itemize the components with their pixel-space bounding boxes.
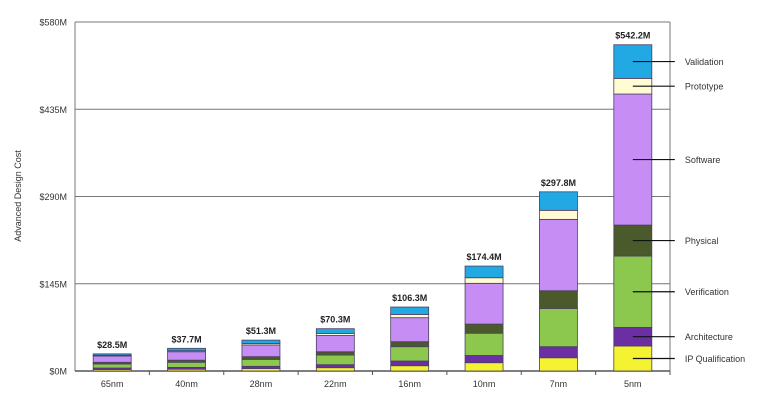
bar-segment-physical bbox=[464, 323, 504, 334]
bar-segment-software bbox=[315, 335, 355, 353]
legend-label: Validation bbox=[685, 57, 724, 67]
legend-label: Prototype bbox=[685, 82, 724, 92]
bar-segment-validation bbox=[315, 328, 355, 334]
bar-segment-ip-qualification bbox=[315, 367, 355, 372]
x-tick-label: 40nm bbox=[175, 379, 198, 389]
bar-segment-verification bbox=[539, 308, 578, 348]
x-tick-label: 65nm bbox=[101, 379, 124, 389]
bar-segment-validation bbox=[390, 306, 430, 315]
legend-label: Verification bbox=[685, 287, 729, 297]
bar-segment-physical bbox=[539, 290, 578, 309]
bar-segment-software bbox=[390, 317, 430, 343]
y-tick-label: $0M bbox=[49, 367, 67, 377]
total-label: $297.8M bbox=[541, 178, 576, 188]
bar-segment-verification bbox=[92, 363, 132, 369]
bar-segment-software bbox=[92, 355, 132, 363]
bar-segment-validation bbox=[539, 191, 578, 211]
total-label: $542.2M bbox=[615, 31, 650, 41]
bar-segment-software bbox=[167, 351, 206, 361]
x-tick-label: 5nm bbox=[624, 379, 642, 389]
bar-segment-software bbox=[241, 344, 281, 358]
bar-segment-validation bbox=[92, 353, 132, 356]
bar-segment-verification bbox=[167, 361, 206, 368]
bar-segment-prototype bbox=[539, 209, 578, 220]
bar-segment-architecture bbox=[464, 355, 504, 364]
bar-segment-validation bbox=[167, 347, 206, 352]
bar-segment-ip-qualification bbox=[464, 362, 504, 372]
bar-segment-software bbox=[539, 218, 578, 292]
bar-segment-validation bbox=[464, 265, 504, 279]
total-label: $28.5M bbox=[97, 340, 127, 350]
bar-segment-ip-qualification bbox=[390, 365, 430, 372]
legend-label: Architecture bbox=[685, 332, 733, 342]
bar-segment-physical bbox=[241, 356, 281, 360]
bar-segment-physical bbox=[315, 351, 355, 356]
bar-segment-verification bbox=[241, 358, 281, 367]
total-label: $174.4M bbox=[467, 252, 502, 262]
bar-segment-verification bbox=[390, 346, 430, 362]
total-label: $51.3M bbox=[246, 326, 276, 336]
bar-segment-verification bbox=[315, 354, 355, 366]
bar-segment-prototype bbox=[464, 277, 504, 284]
total-label: $37.7M bbox=[172, 334, 202, 344]
bar-segment-software bbox=[464, 282, 504, 325]
y-tick-label: $145M bbox=[39, 279, 67, 289]
legend-label: Software bbox=[685, 155, 721, 165]
bar-segment-validation bbox=[241, 339, 281, 344]
x-tick-label: 22nm bbox=[324, 379, 347, 389]
legend-label: IP Qualification bbox=[685, 354, 745, 364]
legend-label: Physical bbox=[685, 236, 719, 246]
bar-segment-verification bbox=[464, 332, 504, 356]
y-tick-label: $435M bbox=[39, 105, 67, 115]
x-tick-label: 7nm bbox=[550, 379, 568, 389]
x-tick-label: 10nm bbox=[473, 379, 496, 389]
x-tick-label: 16nm bbox=[398, 379, 421, 389]
total-label: $70.3M bbox=[320, 315, 350, 325]
y-axis-label: Advanced Design Cost bbox=[13, 150, 23, 242]
y-tick-label: $580M bbox=[39, 18, 67, 28]
x-tick-label: 28nm bbox=[250, 379, 273, 389]
y-tick-label: $290M bbox=[39, 192, 67, 202]
total-label: $106.3M bbox=[392, 293, 427, 303]
bar-segment-architecture bbox=[315, 364, 355, 369]
bar-segment-physical bbox=[390, 341, 430, 348]
bar-segment-architecture bbox=[390, 360, 430, 367]
bar-segment-architecture bbox=[539, 346, 578, 359]
bar-segment-ip-qualification bbox=[539, 357, 578, 372]
bar-segment-prototype bbox=[390, 314, 430, 319]
